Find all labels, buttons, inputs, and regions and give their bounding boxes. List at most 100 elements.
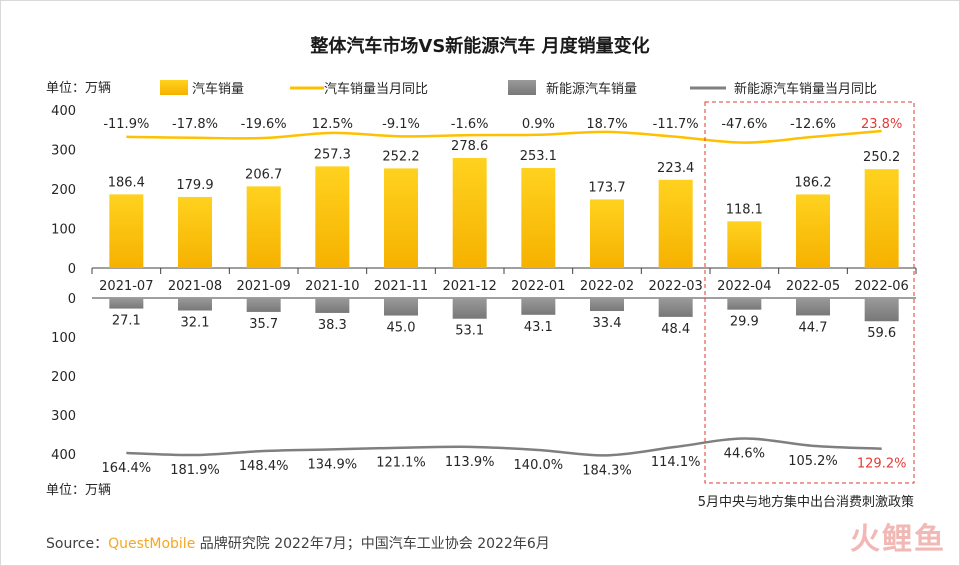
source-prefix: Source： — [46, 536, 108, 552]
car-yoy-label: -19.6% — [241, 117, 287, 132]
car-sales-bar — [658, 179, 693, 268]
top-y-tick-label: 300 — [51, 144, 76, 159]
nev-yoy-label: 113.9% — [445, 455, 495, 470]
car-sales-bar — [109, 194, 144, 268]
nev-sales-bar-label: 27.1 — [112, 314, 141, 329]
car-sales-bar — [727, 221, 762, 268]
nev-yoy-label: 184.3% — [582, 463, 632, 478]
nev-yoy-label: 181.9% — [170, 463, 220, 478]
nev-sales-bar — [384, 298, 418, 316]
car-sales-bar-label: 223.4 — [657, 161, 694, 176]
nev-sales-bar-label: 38.3 — [318, 318, 347, 333]
source-line: Source：QuestMobile 品牌研究院 2022年7月；中国汽车工业协… — [46, 535, 550, 552]
nev-sales-bar — [315, 298, 350, 313]
legend-swatch-car-sales — [160, 80, 188, 95]
x-tick-label: 2022-05 — [786, 279, 840, 294]
legend-label-nev-yoy: 新能源汽车销量当月同比 — [734, 81, 877, 97]
x-tick-label: 2021-08 — [168, 279, 222, 294]
nev-yoy-label: 121.1% — [376, 456, 426, 471]
top-y-tick-label: 200 — [51, 183, 76, 198]
nev-sales-bar — [178, 298, 212, 311]
car-sales-bar-label: 257.3 — [314, 147, 351, 162]
car-yoy-label: -1.6% — [451, 117, 489, 132]
car-sales-bar-label: 206.7 — [245, 167, 282, 182]
nev-yoy-label: 148.4% — [239, 459, 289, 474]
nev-sales-bar — [521, 298, 556, 315]
car-sales-bar — [384, 168, 418, 268]
legend-label-car-yoy: 汽车销量当月同比 — [324, 81, 428, 97]
bottom-y-tick-label: 300 — [51, 409, 76, 424]
car-sales-bar — [796, 194, 830, 268]
x-tick-label: 2022-06 — [855, 279, 909, 294]
nev-sales-bar-label: 45.0 — [387, 321, 416, 336]
legend-swatch-nev-sales — [508, 80, 536, 95]
nev-sales-bar — [796, 298, 830, 316]
nev-yoy-label: 164.4% — [102, 461, 152, 476]
bottom-unit-label: 单位：万辆 — [46, 483, 111, 498]
car-yoy-label: -9.1% — [382, 117, 420, 132]
car-yoy-label: -12.6% — [790, 117, 836, 132]
bottom-y-tick-label: 400 — [51, 448, 76, 463]
nev-yoy-line — [126, 437, 882, 457]
x-tick-label: 2022-04 — [717, 279, 771, 294]
nev-sales-bar-label: 29.9 — [730, 315, 759, 330]
car-sales-bar-label: 250.2 — [863, 150, 900, 165]
source-brand: QuestMobile — [108, 536, 195, 552]
car-sales-bar — [452, 157, 487, 268]
x-tick-label: 2021-11 — [374, 279, 428, 294]
car-sales-bar — [590, 199, 624, 268]
car-sales-bar-label: 186.4 — [108, 175, 145, 190]
legend-label-car-sales: 汽车销量 — [192, 81, 244, 97]
nev-yoy-label: 44.6% — [724, 447, 765, 462]
car-sales-bar — [521, 168, 556, 268]
car-yoy-label: 0.9% — [522, 117, 555, 132]
car-sales-bar — [246, 186, 281, 268]
nev-sales-bar — [658, 298, 693, 317]
car-sales-bar-label: 118.1 — [726, 202, 763, 217]
car-yoy-label: 12.5% — [312, 117, 353, 132]
car-sales-bar-label: 252.2 — [382, 149, 419, 164]
nev-yoy-label: 140.0% — [514, 458, 564, 473]
car-yoy-line — [126, 129, 882, 144]
highlight-note: 5月中央与地方集中出台消费刺激政策 — [698, 494, 914, 510]
car-sales-bar-label: 278.6 — [451, 139, 488, 154]
nev-sales-bar — [246, 298, 281, 312]
car-yoy-label: -11.9% — [103, 117, 149, 132]
x-tick-label: 2021-12 — [443, 279, 497, 294]
nev-sales-bar — [727, 298, 762, 310]
top-y-tick-label: 100 — [51, 223, 76, 238]
x-tick-label: 2022-01 — [511, 279, 565, 294]
nev-sales-bar-label: 35.7 — [249, 317, 278, 332]
legend-label-nev-sales: 新能源汽车销量 — [546, 81, 637, 97]
car-sales-bar — [864, 169, 899, 268]
x-tick-label: 2022-03 — [649, 279, 703, 294]
car-sales-bar-label: 186.2 — [794, 175, 831, 190]
nev-sales-bar-label: 59.6 — [867, 326, 896, 341]
car-yoy-label: -11.7% — [653, 117, 699, 132]
chart-title: 整体汽车市场VS新能源汽车 月度销量变化 — [309, 35, 649, 57]
x-tick-label: 2021-10 — [305, 279, 359, 294]
watermark-logo: 火鲤鱼 — [850, 522, 946, 557]
nev-sales-bar-label: 44.7 — [799, 320, 828, 335]
bottom-y-tick-label: 200 — [51, 370, 76, 385]
nev-sales-bar — [864, 298, 899, 322]
nev-sales-bar — [109, 298, 144, 309]
x-tick-label: 2021-07 — [99, 279, 153, 294]
car-sales-bar — [315, 166, 350, 268]
nev-yoy-label: 114.1% — [651, 455, 701, 470]
highlight-box — [704, 101, 915, 484]
top-unit-label: 单位：万辆 — [46, 81, 111, 96]
top-y-tick-label: 400 — [51, 104, 76, 119]
car-yoy-label: 23.8% — [861, 117, 902, 132]
nev-yoy-label: 105.2% — [788, 454, 838, 469]
bottom-y-tick-label: 0 — [68, 292, 76, 307]
car-yoy-label: -47.6% — [721, 117, 767, 132]
car-yoy-label: -17.8% — [172, 117, 218, 132]
nev-sales-bar-label: 43.1 — [524, 320, 553, 335]
nev-yoy-label: 134.9% — [308, 457, 358, 472]
car-sales-bar — [178, 196, 212, 268]
nev-sales-bar-label: 48.4 — [661, 322, 690, 337]
source-text: 品牌研究院 2022年7月；中国汽车工业协会 2022年6月 — [195, 535, 549, 552]
x-tick-label: 2022-02 — [580, 279, 634, 294]
